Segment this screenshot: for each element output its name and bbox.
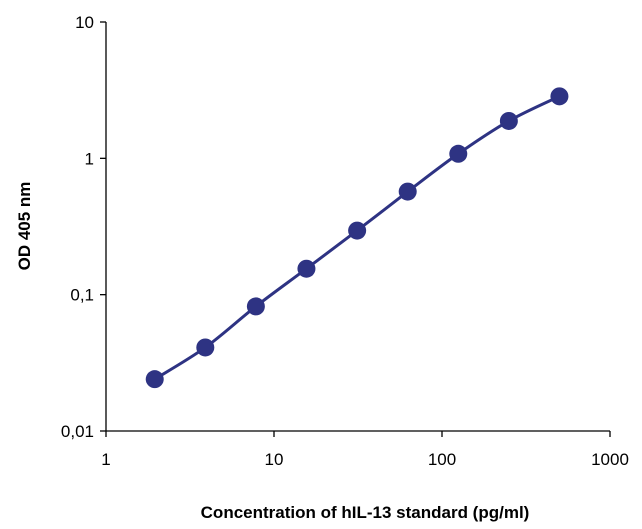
y-axis-title: OD 405 nm (15, 182, 34, 271)
x-tick-label: 10 (265, 450, 284, 469)
x-ticks: 1 10 100 1000 (101, 431, 629, 469)
data-point (550, 87, 569, 106)
data-point (449, 144, 468, 163)
data-point (398, 182, 417, 201)
plot-area: 0,01 0,1 1 10 1 10 100 1000 (61, 13, 629, 469)
y-tick-label: 1 (85, 149, 94, 168)
data-point (499, 111, 518, 130)
data-point (145, 370, 164, 389)
data-point (297, 259, 316, 278)
y-tick-label: 10 (75, 13, 94, 32)
data-point (246, 297, 265, 316)
x-tick-label: 100 (428, 450, 456, 469)
x-tick-label: 1 (101, 450, 110, 469)
data-points (145, 87, 569, 389)
data-point (196, 338, 215, 357)
x-tick-label: 1000 (591, 450, 629, 469)
y-tick-label: 0,01 (61, 422, 94, 441)
x-axis-title: Concentration of hIL-13 standard (pg/ml) (201, 503, 530, 522)
data-point (348, 221, 367, 240)
y-ticks: 0,01 0,1 1 10 (61, 13, 106, 441)
y-tick-label: 0,1 (70, 286, 94, 305)
